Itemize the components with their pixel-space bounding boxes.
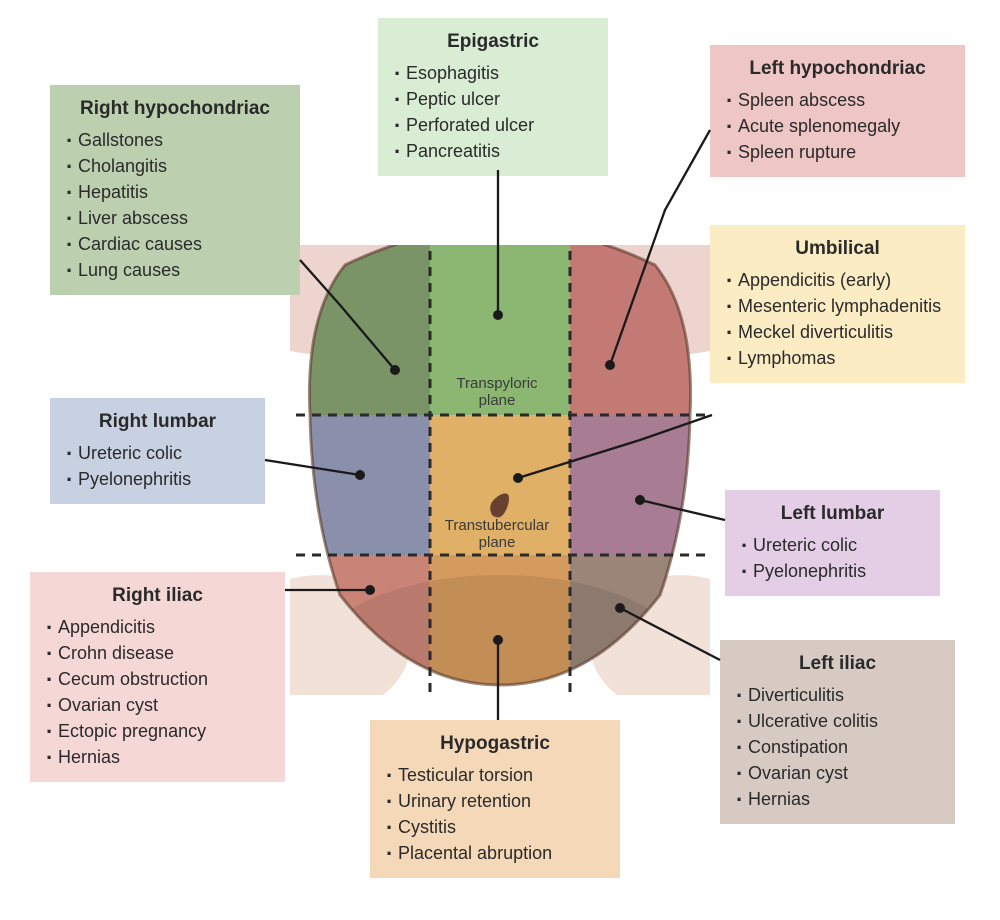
abdominal-regions-diagram: Transpyloric plane Transtubercular plane… (0, 0, 1000, 920)
leader-lines (0, 0, 1000, 920)
